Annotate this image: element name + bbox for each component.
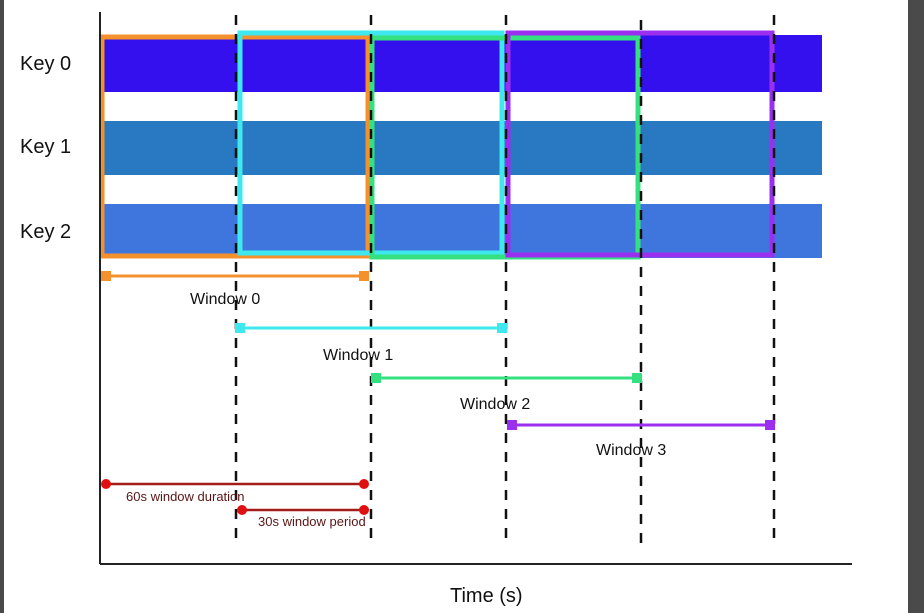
window-2-label: Window 2 [460,396,530,413]
period-start-dot [237,505,247,515]
window-1-label: Window 1 [323,347,393,364]
duration-end-dot [359,479,369,489]
window-duration-marker [101,479,369,489]
key-2-label: Key 2 [20,221,71,243]
key-1-label: Key 1 [20,136,71,158]
window-period-marker [237,505,369,515]
key-0-band [100,35,822,92]
window-duration-label: 60s window duration [126,489,245,504]
left-window-edge [0,0,4,613]
window-3-label: Window 3 [596,442,666,459]
window-0-span [101,271,369,281]
key-1-band [100,121,822,175]
window-0-label: Window 0 [190,291,260,308]
key-2-band [100,204,822,258]
window-1-span [235,323,507,333]
key-0-label: Key 0 [20,53,71,75]
window-2-span [371,373,642,383]
window-3-span [507,420,775,430]
period-end-dot [359,505,369,515]
window-period-label: 30s window period [258,514,366,529]
x-axis-label: Time (s) [450,585,523,607]
time-boundaries [234,15,776,545]
right-window-edge [908,0,924,613]
duration-start-dot [101,479,111,489]
